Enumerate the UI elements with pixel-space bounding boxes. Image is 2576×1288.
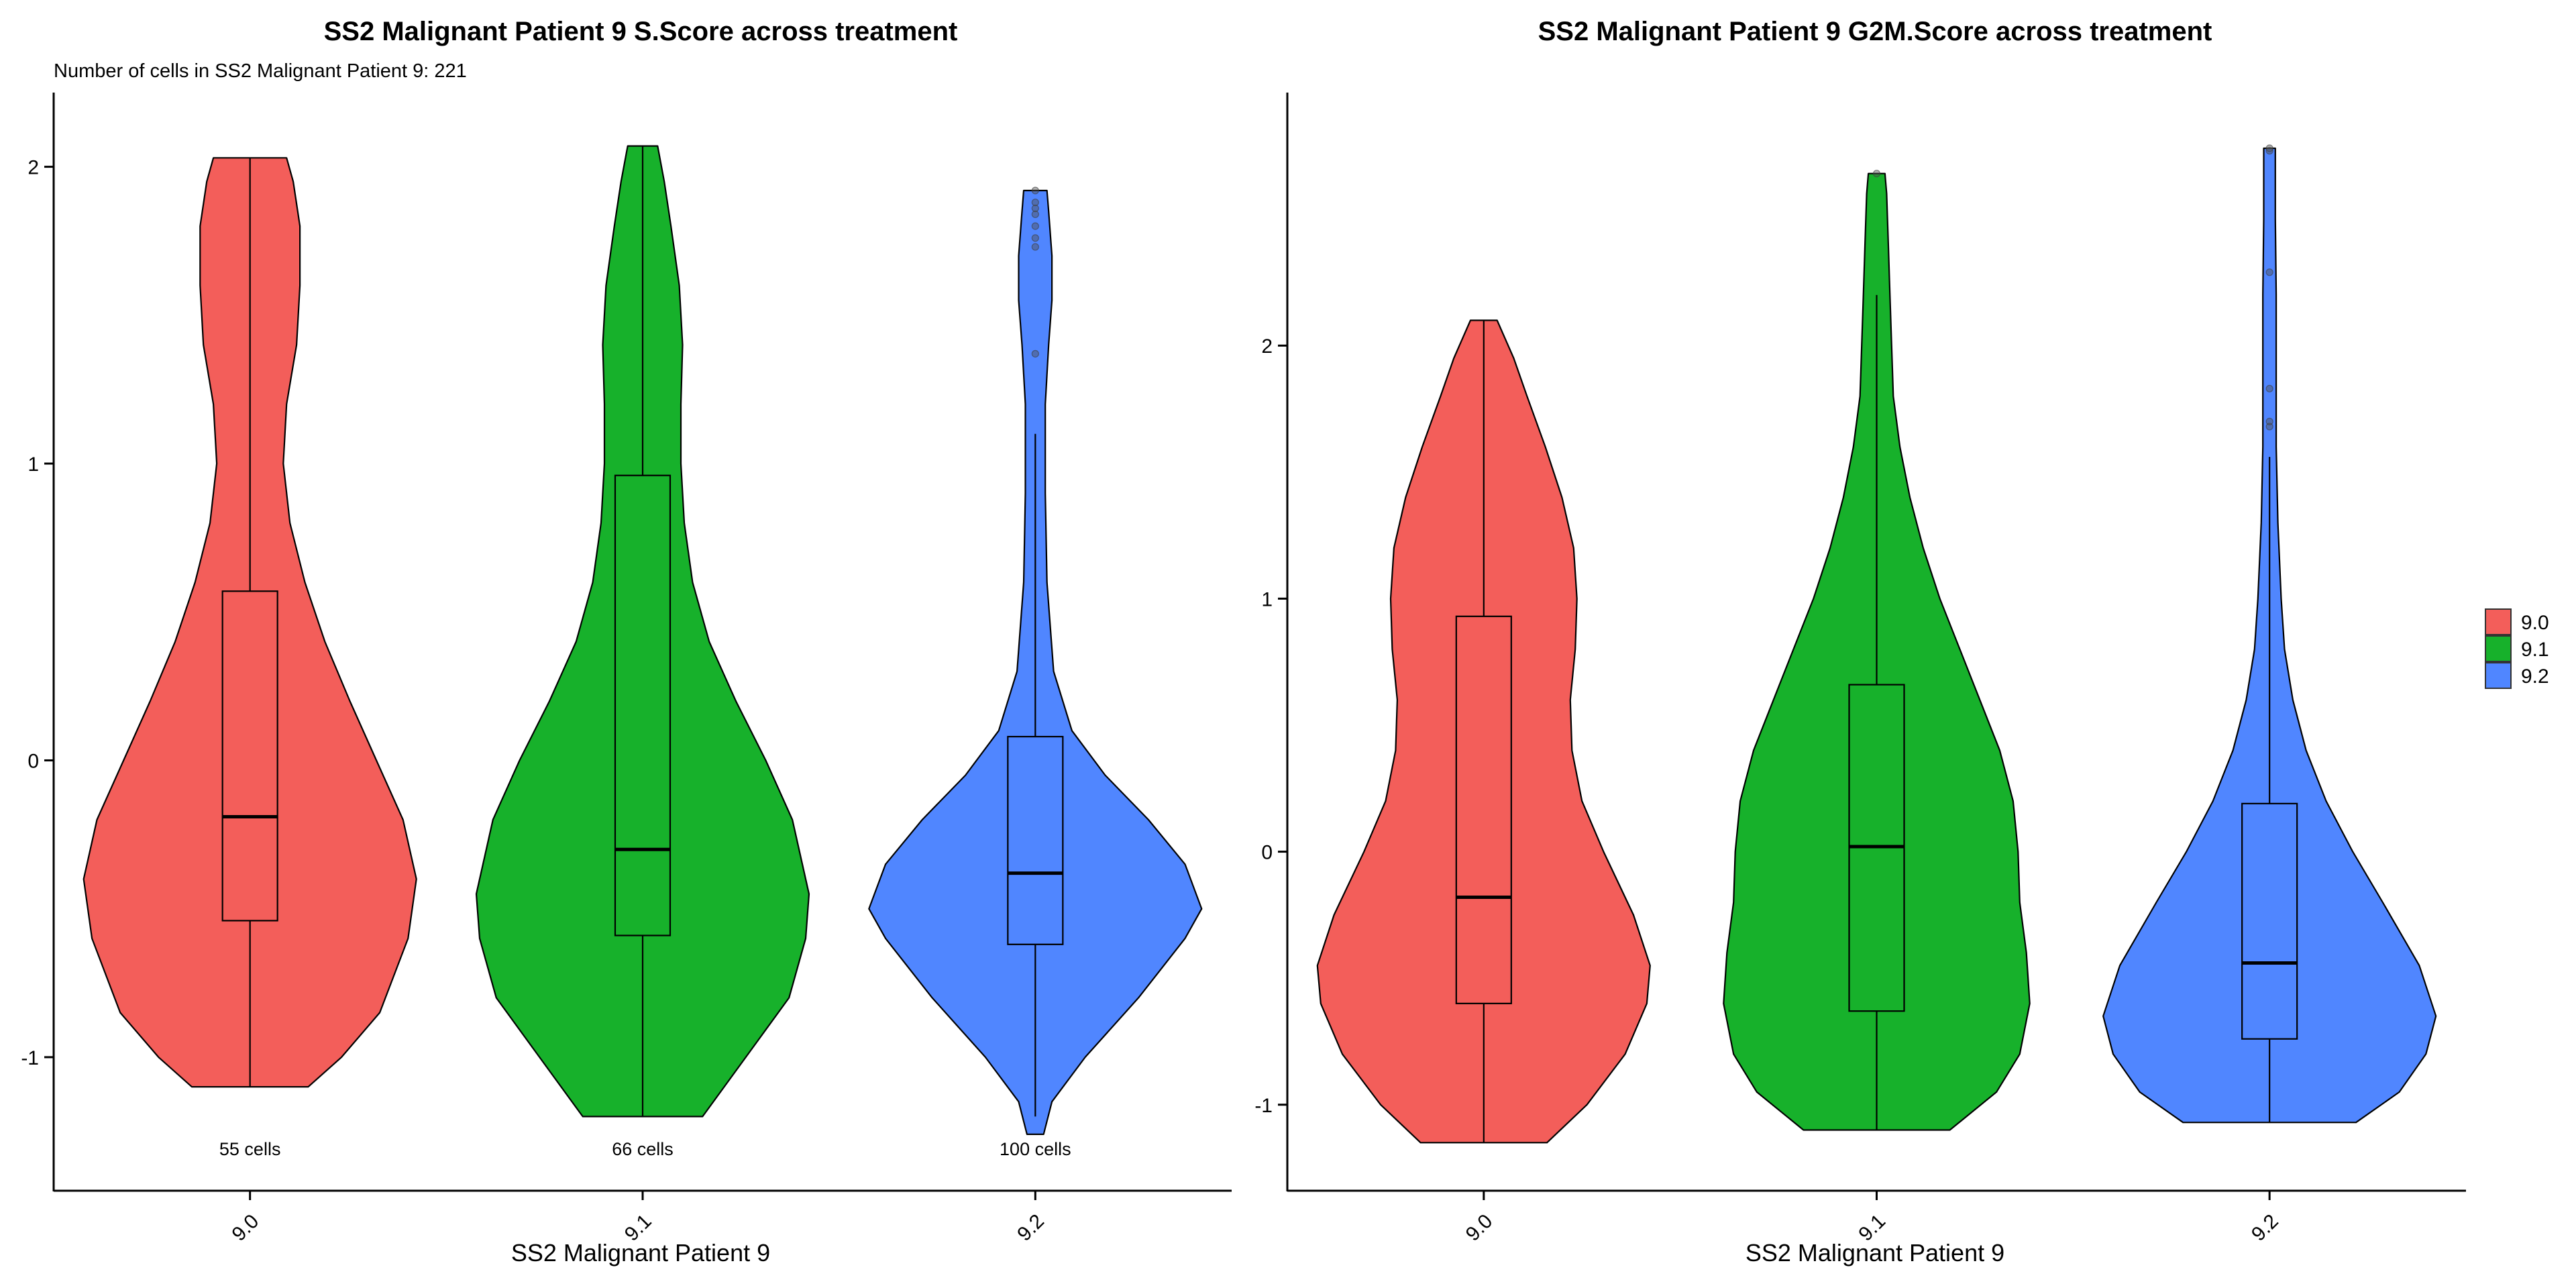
legend-key-9-0 [2485,608,2512,635]
s-score-panel: SS2 Malignant Patient 9 S.Score across t… [21,17,1232,1267]
s-score-title: SS2 Malignant Patient 9 S.Score across t… [324,17,958,46]
s-score-box [614,474,672,936]
s-score-y-tick-label: 2 [28,157,39,179]
legend-key-9-1 [2485,635,2512,662]
g2m-score-x-tick-label: 9.2 [2247,1210,2283,1246]
g2m-score-outlier-point [2265,144,2273,152]
s-score-outlier-point [1031,210,1039,218]
g2m-score-box [1455,615,1512,1004]
s-score-outlier-point [1031,199,1039,207]
s-score-y-tick-label: 1 [28,453,39,476]
legend-label-9-1: 9.1 [2521,639,2549,661]
s-score-outlier-point [1031,234,1039,242]
s-score-violin-9-1 [475,145,810,1118]
s-score-x-label: SS2 Malignant Patient 9 [511,1239,770,1267]
g2m-score-x-label: SS2 Malignant Patient 9 [1746,1239,2004,1267]
s-score-cell-count: 66 cells [612,1139,674,1159]
s-score-cell-count: 100 cells [1000,1139,1071,1159]
legend-label-9-2: 9.2 [2521,665,2549,688]
g2m-score-box [2241,802,2298,1040]
g2m-score-outlier-point [1872,170,1881,178]
s-score-y-tick-label: 0 [28,750,39,772]
s-score-outlier-point [1031,186,1039,195]
g2m-score-y-tick-label: 1 [1261,588,1273,610]
s-score-outlier-point [1031,243,1039,251]
g2m-score-y-tick-label: 0 [1261,842,1273,864]
s-score-subtitle: Number of cells in SS2 Malignant Patient… [54,60,467,82]
s-score-box [221,590,278,922]
g2m-score-y-tick-label: 2 [1261,335,1273,358]
g2m-score-outlier-point [2265,423,2273,431]
s-score-outlier-point [1031,204,1039,213]
g2m-score-y-tick-label: -1 [1254,1095,1273,1117]
s-score-cell-count: 55 cells [219,1139,281,1159]
g2m-score-outlier-point [2265,268,2273,276]
s-score-violin-9-0 [83,157,417,1088]
g2m-score-outlier-point [2265,147,2273,155]
g2m-score-panel: SS2 Malignant Patient 9 G2M.Score across… [1254,17,2466,1267]
legend: 9.0 9.1 9.2 [2485,608,2549,689]
g2m-score-violin-9-0 [1316,319,1651,1144]
s-score-y-tick-label: -1 [21,1047,39,1069]
s-score-outlier-point [1031,222,1039,230]
s-score-x-tick-label: 9.0 [228,1210,264,1246]
g2m-score-x-tick-label: 9.0 [1462,1210,1497,1246]
legend-key-9-2 [2485,662,2512,689]
s-score-box [1007,735,1064,945]
g2m-score-outlier-point [2265,417,2273,425]
g2m-score-title: SS2 Malignant Patient 9 G2M.Score across… [1538,17,2212,46]
s-score-outlier-point [1031,350,1039,358]
s-score-x-tick-label: 9.2 [1013,1210,1049,1246]
legend-label-9-0: 9.0 [2521,612,2549,634]
g2m-score-outlier-point [2265,384,2273,392]
